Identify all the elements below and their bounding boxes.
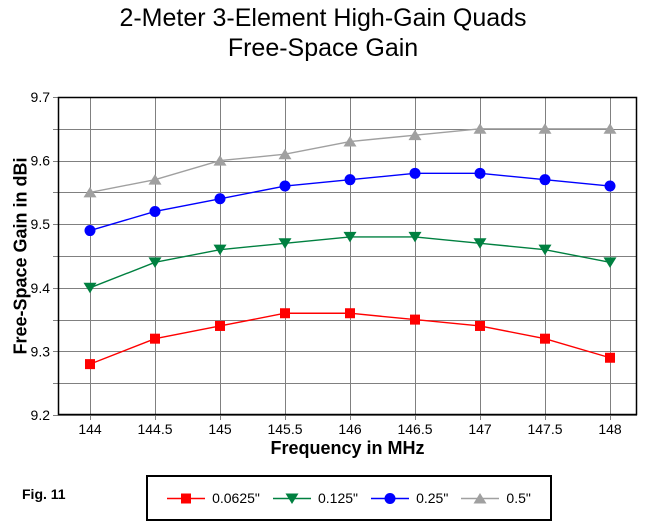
x-tick-label: 145 [208, 421, 232, 437]
legend-square-icon [167, 493, 206, 503]
y-tick-label: 9.7 [31, 89, 51, 105]
plot-border [57, 96, 638, 416]
legend-triangle-down-icon [272, 493, 311, 504]
gridlines [53, 97, 637, 420]
x-tick-label: 146.5 [397, 421, 432, 437]
y-tick-label: 9.2 [31, 407, 51, 423]
chart-subtitle: Free-Space Gain [227, 34, 419, 62]
legend-label: 0.125" [317, 490, 358, 506]
legend-item: 0.125" [272, 490, 358, 506]
figure-number: Fig. 11 [22, 486, 66, 502]
series-0.25in [84, 167, 616, 237]
legend-label: 0.5" [506, 490, 531, 506]
x-tick-label: 146 [338, 421, 362, 437]
chart-title: 2-Meter 3-Element High-Gain Quads [119, 4, 527, 32]
legend-item: 0.0625" [167, 490, 260, 506]
x-tick-label: 144.5 [137, 421, 172, 437]
x-axis-title: Frequency in MHz [270, 438, 425, 458]
legend-circle-icon [371, 492, 410, 504]
y-axis-title: Free-Space Gain in dBi [10, 157, 31, 355]
y-tick-label: 9.6 [31, 153, 51, 169]
legend-item: 0.25" [371, 490, 448, 506]
x-tick-label: 145.5 [267, 421, 302, 437]
legend-label: 0.0625" [212, 490, 260, 506]
x-tick-label: 148 [598, 421, 622, 437]
series-0.125in [83, 231, 617, 294]
series-0.0625in [85, 308, 615, 370]
legend-item: 0.5" [461, 490, 531, 506]
legend: 0.0625" 0.125" 0.25" 0.5" [146, 475, 552, 521]
y-tick-label: 9.3 [31, 343, 51, 359]
legend-triangle-up-icon [461, 492, 500, 503]
x-tick-label: 147.5 [527, 421, 562, 437]
legend-label: 0.25" [416, 490, 449, 506]
y-tick-label: 9.4 [31, 280, 51, 296]
x-tick-label: 147 [468, 421, 492, 437]
y-tick-label: 9.5 [31, 216, 51, 232]
series-0.5in [83, 123, 617, 198]
x-tick-label: 144 [78, 421, 102, 437]
tick-labels: 9.2 9.3 9.4 9.5 9.6 9.7 144 144.5 145 145.5 146 146… [31, 89, 622, 437]
